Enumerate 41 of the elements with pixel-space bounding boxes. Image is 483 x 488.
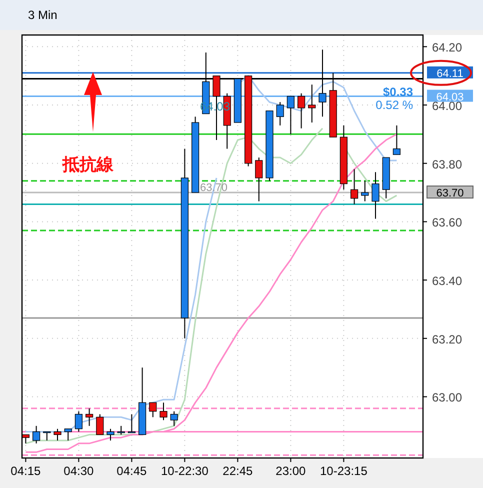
- y-tick-label: 63.20: [432, 332, 462, 346]
- candlestick: [86, 408, 94, 426]
- annotation: 抵抗線: [62, 155, 114, 174]
- chart-title: 3 Min: [28, 8, 58, 22]
- y-tick-label: 63.80: [432, 157, 462, 172]
- x-tick-label: 10-23:15: [320, 464, 368, 478]
- x-tick-label: 04:30: [64, 464, 94, 478]
- candlestick: [392, 124, 400, 156]
- candlestick: [128, 414, 136, 434]
- candlestick: [149, 402, 157, 418]
- annotation: 64.03: [200, 99, 230, 114]
- y-tick-label: 64.20: [432, 40, 462, 55]
- y-tick-label: 63.00: [432, 390, 462, 405]
- candlestick: [160, 402, 168, 421]
- candlestick: [361, 180, 369, 202]
- candlestick: [298, 92, 306, 129]
- y-tick-label: 63.60: [432, 216, 462, 230]
- candlestick: [74, 410, 82, 432]
- x-tick-label: 23:00: [276, 464, 306, 478]
- candlestick: [32, 425, 40, 444]
- candlestick: [106, 428, 114, 441]
- candlestick: [350, 168, 358, 205]
- candlestick: [308, 84, 316, 124]
- annotation: 0.52 %: [376, 98, 414, 112]
- y-tick-label: 63.40: [432, 274, 462, 288]
- annotation: $0.33: [382, 85, 414, 99]
- candlestick: [96, 414, 104, 436]
- ref-line-label: 64.11: [436, 68, 464, 80]
- x-tick-label: 04:15: [10, 464, 42, 478]
- y-tick-label: 64.00: [432, 99, 462, 114]
- x-tick-label: 22:45: [222, 464, 254, 478]
- candlestick: [64, 428, 72, 441]
- candlestick: [170, 410, 178, 426]
- x-tick-label: 10-22:30: [161, 464, 209, 478]
- candlestick: [54, 428, 62, 441]
- candlestick: [255, 157, 263, 202]
- candlestick: [276, 102, 284, 126]
- candlestick: [372, 172, 380, 220]
- candlestick: [286, 96, 294, 135]
- x-tick-label: 04:45: [116, 464, 148, 478]
- ref-line-label: 63.70: [436, 188, 464, 200]
